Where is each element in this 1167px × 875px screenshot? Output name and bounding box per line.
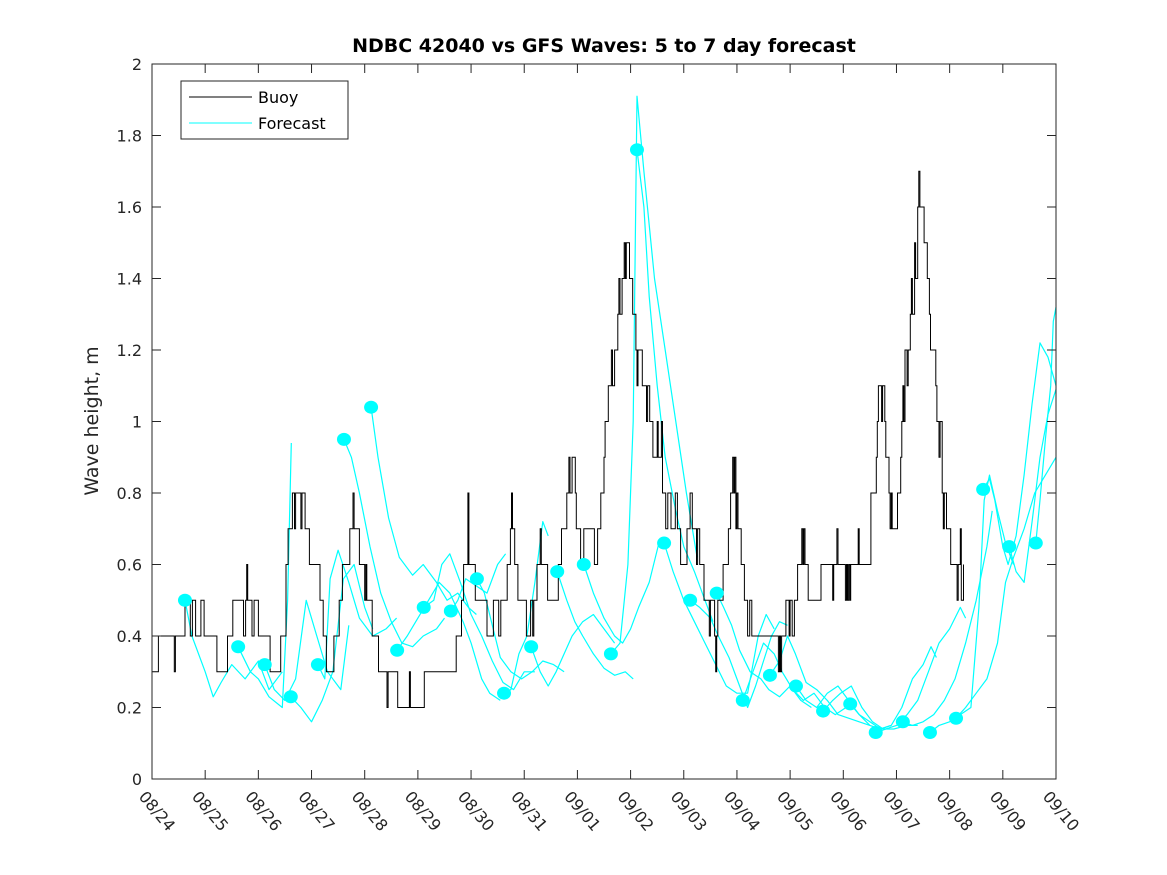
- forecast-start-dot-2: [257, 658, 272, 672]
- y-tick-label: 0.8: [117, 484, 142, 503]
- y-tick-label: 1.6: [117, 198, 142, 217]
- forecast-start-dot-7: [390, 643, 405, 657]
- forecast-start-dot-26: [895, 715, 910, 729]
- forecast-start-dot-25: [868, 726, 883, 740]
- forecast-line-12: [530, 613, 616, 687]
- y-tick-label: 1.2: [117, 341, 142, 360]
- forecast-start-dot-11: [497, 686, 512, 700]
- forecast-line-15: [610, 95, 698, 655]
- forecast-start-dot-27: [922, 726, 937, 740]
- forecast-start-dot-10: [469, 572, 484, 586]
- forecast-start-dot-19: [709, 586, 724, 600]
- forecast-start-dot-4: [310, 658, 325, 672]
- y-tick-label: 1.8: [117, 127, 142, 146]
- forecast-start-dot-8: [416, 600, 431, 614]
- y-tick-label: 0.2: [117, 699, 142, 718]
- forecast-start-dot-20: [735, 693, 750, 707]
- forecast-start-dot-3: [283, 690, 298, 704]
- forecast-line-6: [370, 407, 477, 615]
- forecast-start-dot-14: [576, 558, 591, 571]
- forecast-line-25: [875, 606, 967, 734]
- buoy-series: [152, 170, 964, 708]
- forecast-line-24: [849, 646, 937, 730]
- forecast-line-26: [902, 510, 993, 726]
- forecast-start-dot-31: [1028, 536, 1043, 550]
- forecast-line-16: [636, 149, 714, 622]
- legend-buoy-label: Buoy: [258, 88, 298, 107]
- y-tick-label: 0: [132, 770, 142, 789]
- forecast-start-dot-21: [762, 668, 777, 682]
- forecast-start-dot-18: [683, 593, 698, 607]
- forecast-start-dot-15: [603, 647, 618, 661]
- forecast-start-dot-28: [949, 711, 964, 725]
- forecast-line-28: [955, 456, 1057, 719]
- forecast-start-dot-1: [231, 640, 246, 654]
- forecast-start-markers: [177, 143, 1043, 740]
- forecast-line-21: [769, 635, 871, 726]
- y-tick-label: 1: [132, 413, 142, 432]
- forecast-start-dot-5: [336, 432, 351, 446]
- forecast-line-9: [450, 553, 507, 612]
- y-tick-label: 0.4: [117, 627, 142, 646]
- forecast-line-8: [423, 553, 535, 691]
- forecast-line-29: [982, 342, 1057, 566]
- forecast-start-dot-12: [524, 640, 539, 654]
- forecast-start-dot-24: [843, 697, 858, 711]
- forecast-line-2: [264, 599, 350, 701]
- legend-forecast-label: Forecast: [258, 114, 326, 133]
- y-axis-label: Wave height, m: [81, 346, 103, 495]
- forecast-start-dot-13: [550, 565, 565, 579]
- forecast-line-31: [1035, 306, 1057, 544]
- forecast-start-dot-0: [177, 593, 192, 607]
- y-tick-label: 1.4: [117, 270, 142, 289]
- forecast-start-dot-29: [976, 482, 991, 496]
- forecast-line-7: [396, 581, 501, 701]
- forecast-line-17: [663, 542, 775, 694]
- legend-box: [180, 80, 349, 140]
- y-tick-label: 2: [132, 55, 142, 74]
- forecast-line-22: [795, 685, 892, 730]
- forecast-line-10: [476, 578, 565, 680]
- forecast-start-dot-16: [629, 143, 644, 157]
- forecast-start-dot-30: [1002, 540, 1017, 554]
- forecast-line-0: [184, 600, 283, 698]
- buoy-line: [152, 170, 964, 708]
- forecast-start-dot-17: [657, 536, 672, 550]
- y-tick-label: 0.6: [117, 556, 142, 575]
- chart-title: NDBC 42040 vs GFS Waves: 5 to 7 day fore…: [352, 35, 856, 57]
- legend: Buoy Forecast: [180, 80, 349, 140]
- forecast-start-dot-9: [443, 604, 458, 618]
- forecast-line-14: [583, 539, 661, 644]
- forecast-start-dot-23: [816, 704, 831, 718]
- forecast-start-dot-22: [788, 679, 803, 693]
- forecast-line-13: [556, 571, 634, 680]
- forecast-line-27: [929, 474, 1015, 733]
- forecast-line-5: [343, 439, 445, 648]
- forecast-start-dot-6: [364, 400, 379, 414]
- forecast-line-1: [237, 442, 292, 709]
